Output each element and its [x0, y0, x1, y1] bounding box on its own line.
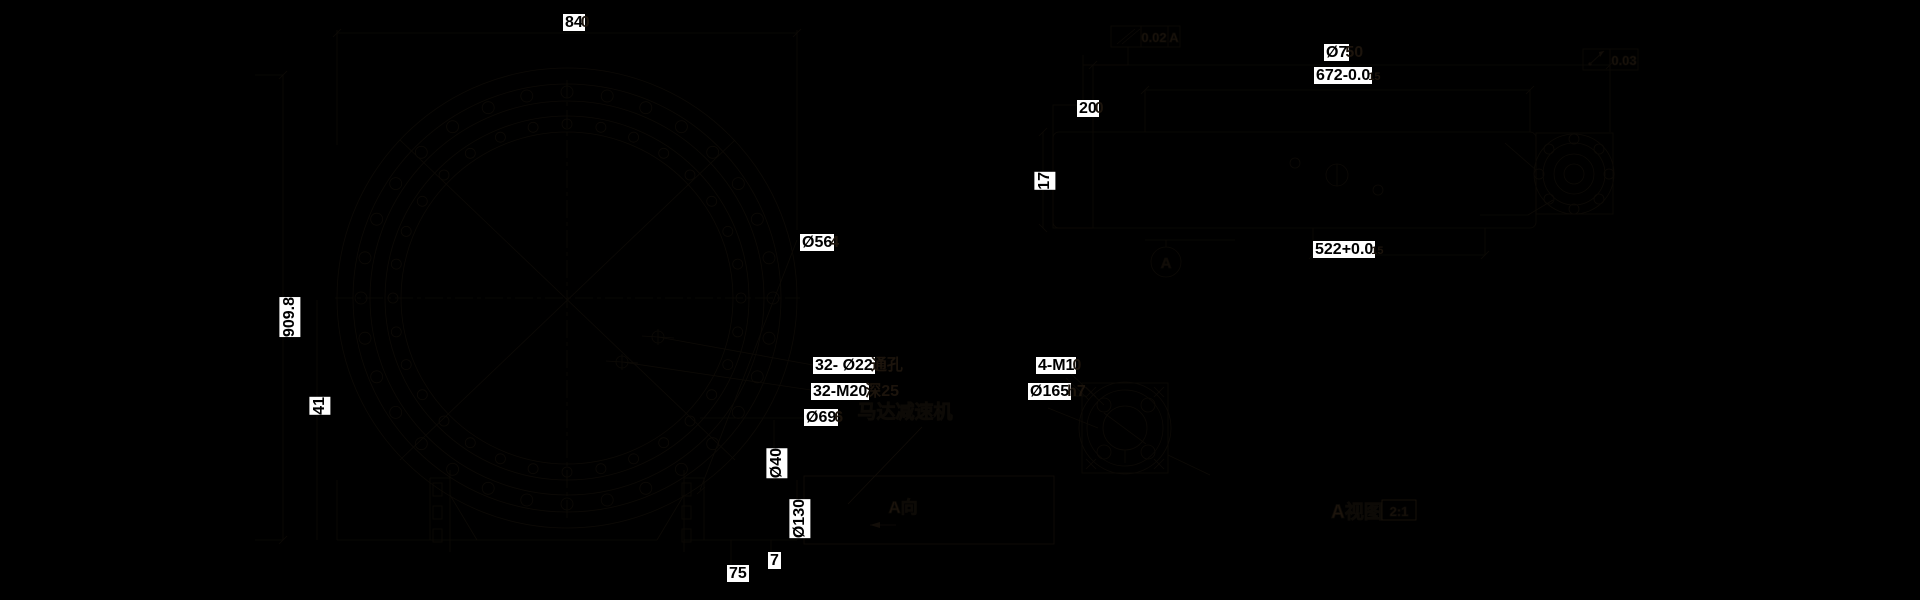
svg-text:2:1: 2:1: [1390, 504, 1409, 519]
svg-text:A: A: [1161, 255, 1172, 272]
svg-text:A视图: A视图: [1331, 500, 1383, 523]
svg-text:0.02: 0.02: [1141, 30, 1166, 45]
svg-text:A向: A向: [888, 497, 917, 517]
svg-text:A: A: [1169, 30, 1179, 45]
svg-text:0.03: 0.03: [1611, 53, 1636, 68]
svg-text:马达减速机: 马达减速机: [857, 400, 952, 423]
